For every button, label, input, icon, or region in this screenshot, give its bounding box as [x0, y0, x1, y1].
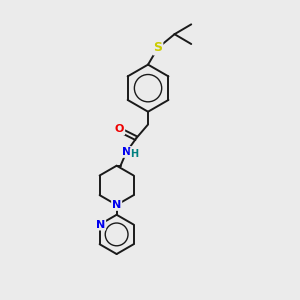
Text: H: H	[130, 149, 138, 159]
Text: N: N	[112, 200, 121, 210]
Text: N: N	[122, 147, 131, 157]
Text: N: N	[96, 220, 105, 230]
Text: S: S	[153, 41, 162, 54]
Text: O: O	[115, 124, 124, 134]
